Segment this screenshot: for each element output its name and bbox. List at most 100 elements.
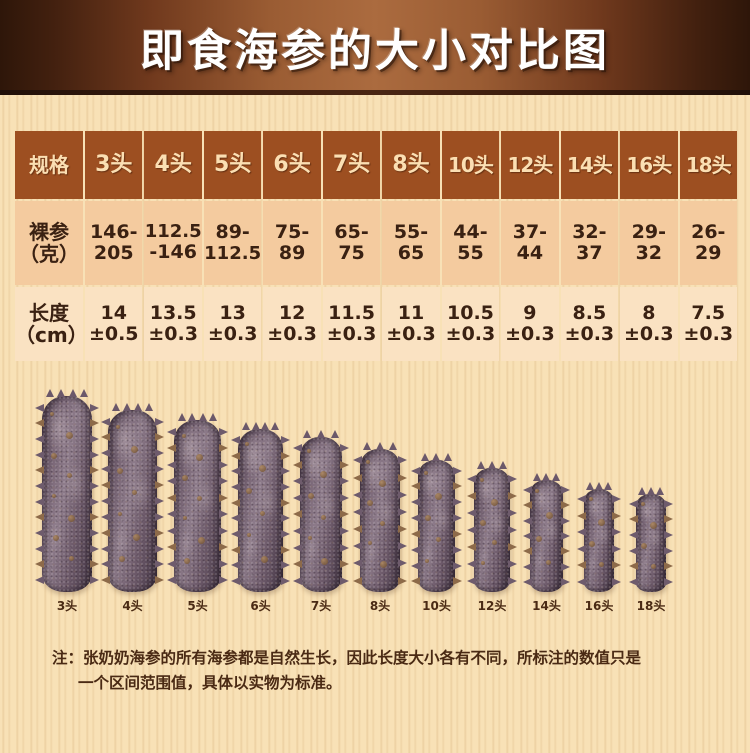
spike [155, 512, 164, 521]
spike [398, 490, 407, 499]
length-cell-10头: 10.5 ±0.3 [441, 287, 500, 361]
spike [198, 413, 207, 421]
specimen-14头 [523, 473, 570, 592]
spike [90, 544, 99, 553]
length-tolerance: ±0.3 [505, 323, 555, 345]
spike [612, 577, 621, 586]
weight-cell-18头: 26- 29 [679, 201, 737, 285]
row-label-length: 长度 （cm） [15, 287, 88, 361]
spike [411, 545, 420, 554]
sea-cucumber-icon [35, 389, 99, 592]
sea-cucumber-icon [231, 422, 290, 592]
spike [155, 449, 164, 458]
spike [35, 435, 44, 444]
weight-value-top: 65- [334, 220, 369, 243]
footer-note: 注：张奶奶海参的所有海参都是自然生长，因此长度大小各有不同，所标注的数值只是 一… [52, 646, 712, 696]
spike [340, 543, 349, 552]
spike [35, 482, 44, 491]
spike [281, 576, 290, 585]
spike [251, 422, 260, 430]
specimen-5头 [167, 413, 228, 592]
spike [577, 528, 586, 537]
spike [167, 559, 176, 568]
weight-cell-3头: 146- 205 [85, 201, 143, 285]
spike-row-top [46, 389, 88, 397]
spike [629, 515, 638, 524]
sea-cucumber-icon [467, 461, 517, 592]
spike [398, 559, 407, 568]
header-cell-7头: 7头 [322, 131, 381, 199]
spike-row-left [34, 400, 45, 588]
spike [411, 482, 420, 491]
spike [35, 450, 44, 459]
spike [167, 526, 176, 535]
spike-row-left [628, 496, 639, 590]
spike-row-right [663, 496, 674, 590]
specimen-row: 3头 4头 5头 6头 7头 8头 10头 12头 14头 16头 18头 [35, 389, 714, 613]
spike [508, 491, 517, 500]
footer-note-line2: 一个区间范围值，具体以实物为标准。 [78, 674, 342, 693]
spike [90, 419, 99, 428]
spike [219, 460, 228, 469]
tubercle [320, 514, 326, 520]
length-tolerance: ±0.5 [88, 323, 139, 345]
spike [90, 576, 99, 585]
spike [340, 460, 349, 469]
spike [499, 461, 508, 469]
spike-row-top [111, 403, 154, 411]
specimen-18头 [629, 487, 673, 592]
header-cell-3头: 3头 [85, 131, 143, 199]
spike [577, 561, 586, 570]
spike [57, 389, 66, 397]
spike [398, 456, 407, 465]
spike [155, 496, 164, 505]
tubercle [436, 537, 442, 543]
table-weight-row: 裸参 （克） 146- 205 112.5 -146 89- 112.5 75- 89 65- 7… [15, 201, 737, 285]
length-tolerance: ±0.3 [564, 323, 615, 345]
tubercle [321, 557, 329, 565]
spike [219, 559, 228, 568]
length-value: 9 [523, 301, 537, 324]
spike [177, 413, 186, 421]
spike [219, 543, 228, 552]
tubercle [379, 520, 385, 526]
spike [353, 542, 362, 551]
tubercle [182, 475, 189, 482]
spike [219, 510, 228, 519]
length-tolerance: ±0.3 [683, 323, 734, 345]
header-cell-4头: 4头 [144, 131, 202, 199]
spike [612, 495, 621, 504]
spike [523, 516, 532, 525]
spike [90, 497, 99, 506]
spike [293, 543, 302, 552]
spike [90, 529, 99, 538]
weight-value-top: 37- [512, 220, 548, 243]
spike [167, 543, 176, 552]
spike-row-right [560, 482, 571, 590]
row-label-weight-line2: （克） [19, 242, 79, 266]
spike [340, 444, 349, 453]
spike [231, 545, 240, 554]
spike [101, 496, 110, 505]
spike [155, 528, 164, 537]
spike [664, 499, 673, 508]
specimen-7头 [293, 430, 349, 592]
spike-row-left [466, 470, 477, 589]
spike [293, 527, 302, 536]
specimen-label-10头: 10头 [422, 599, 451, 613]
spike [375, 442, 384, 450]
tubercle [491, 540, 497, 546]
sea-cucumber-icon [523, 473, 570, 592]
spike [577, 495, 586, 504]
spike [35, 497, 44, 506]
spike [101, 433, 110, 442]
sea-cucumber-icon [293, 430, 349, 592]
spike [281, 467, 290, 476]
spike [101, 544, 110, 553]
spike [231, 482, 240, 491]
spike [353, 559, 362, 568]
spike [111, 403, 120, 411]
specimen-6头 [231, 422, 290, 592]
spike [646, 487, 655, 495]
spike [219, 576, 228, 585]
